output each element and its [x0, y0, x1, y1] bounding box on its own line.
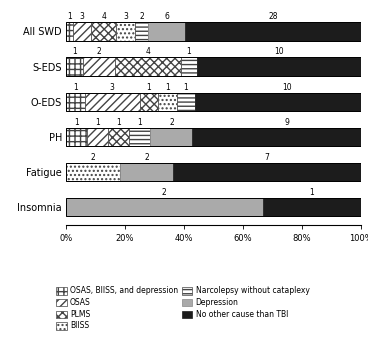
- Text: 9: 9: [284, 118, 290, 127]
- Bar: [148, 22, 185, 40]
- Bar: [66, 22, 361, 40]
- Bar: [66, 57, 361, 76]
- Text: 3: 3: [110, 83, 115, 92]
- Bar: [129, 128, 151, 146]
- Bar: [135, 22, 148, 40]
- Bar: [195, 93, 368, 111]
- Bar: [181, 57, 197, 76]
- Text: 1: 1: [187, 47, 191, 56]
- Text: 2: 2: [162, 188, 167, 197]
- Bar: [82, 57, 115, 76]
- Text: 10: 10: [282, 83, 292, 92]
- Text: 1: 1: [73, 83, 78, 92]
- Text: 2: 2: [144, 153, 149, 162]
- Bar: [116, 22, 135, 40]
- Bar: [66, 198, 262, 217]
- Legend: OSAS, BIISS, and depression, OSAS, PLMS, BIISS, Narcolepsy without cataplexy, De: OSAS, BIISS, and depression, OSAS, PLMS,…: [55, 286, 310, 331]
- Bar: [158, 93, 177, 111]
- Text: 10: 10: [274, 47, 284, 56]
- Text: 2: 2: [91, 153, 95, 162]
- Text: 1: 1: [74, 118, 79, 127]
- Bar: [66, 128, 361, 146]
- Bar: [66, 198, 361, 217]
- Bar: [185, 22, 361, 40]
- Bar: [72, 22, 91, 40]
- Text: 2: 2: [139, 12, 144, 21]
- Text: 4: 4: [102, 12, 106, 21]
- Bar: [177, 93, 195, 111]
- Bar: [140, 93, 158, 111]
- Text: 1: 1: [67, 12, 72, 21]
- Bar: [197, 57, 361, 76]
- Text: 1: 1: [138, 118, 142, 127]
- Text: 1: 1: [184, 83, 188, 92]
- Bar: [173, 163, 361, 181]
- Bar: [66, 128, 87, 146]
- Bar: [151, 128, 192, 146]
- Text: 4: 4: [146, 47, 151, 56]
- Bar: [262, 198, 361, 217]
- Bar: [192, 128, 368, 146]
- Text: 3: 3: [79, 12, 84, 21]
- Bar: [108, 128, 129, 146]
- Text: 7: 7: [265, 153, 269, 162]
- Bar: [66, 163, 120, 181]
- Bar: [66, 93, 361, 111]
- Bar: [66, 57, 82, 76]
- Bar: [120, 163, 173, 181]
- Bar: [91, 22, 116, 40]
- Text: 1: 1: [309, 188, 314, 197]
- Text: 1: 1: [165, 83, 170, 92]
- Text: 28: 28: [268, 12, 278, 21]
- Text: 6: 6: [164, 12, 169, 21]
- Bar: [66, 93, 85, 111]
- Text: 1: 1: [72, 47, 77, 56]
- Text: 1: 1: [95, 118, 100, 127]
- Bar: [87, 128, 108, 146]
- Bar: [66, 163, 361, 181]
- Bar: [66, 22, 72, 40]
- Text: 2: 2: [169, 118, 174, 127]
- Text: 2: 2: [96, 47, 101, 56]
- Text: 3: 3: [123, 12, 128, 21]
- Bar: [85, 93, 140, 111]
- Bar: [115, 57, 181, 76]
- Text: 1: 1: [116, 118, 121, 127]
- Text: 1: 1: [147, 83, 151, 92]
